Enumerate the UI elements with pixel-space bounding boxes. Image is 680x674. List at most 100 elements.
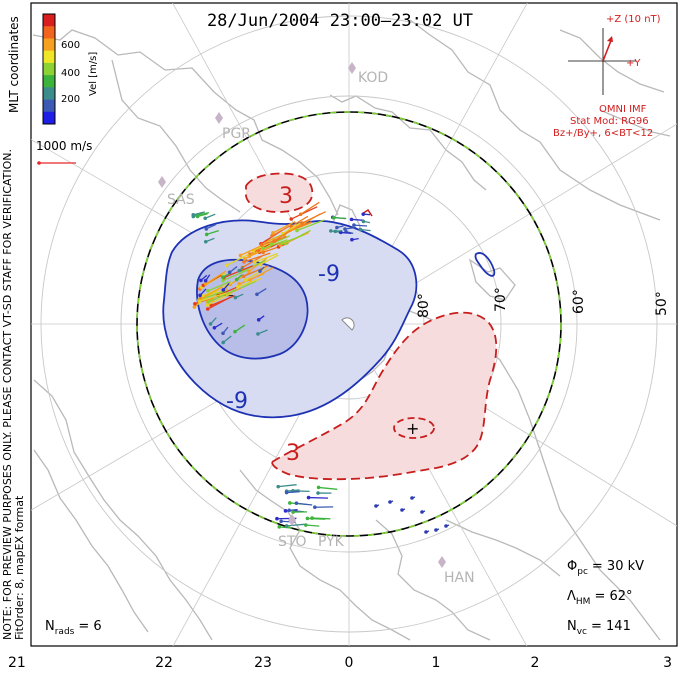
velocity-vector xyxy=(254,252,278,263)
velocity-vector-origin xyxy=(203,239,208,244)
velocity-vector-origin xyxy=(192,305,197,309)
side-note-1: NOTE: FOR PREVIEW PURPOSES ONLY. PLEASE … xyxy=(1,149,14,640)
velocity-vector-origin xyxy=(333,229,338,234)
velocity-vector xyxy=(234,324,246,333)
colorbar-segment xyxy=(43,26,55,39)
velocity-vector-origin xyxy=(227,270,232,275)
cell-min-marker: − xyxy=(223,288,235,304)
positive-potential-cell-small: 3 xyxy=(245,172,373,217)
velocity-vector xyxy=(208,288,237,303)
cell-max-marker: + xyxy=(406,419,419,438)
colorbar-tick-200: 200 xyxy=(61,94,80,105)
velocity-vector xyxy=(286,491,300,494)
colorbar-segment xyxy=(43,14,55,27)
velocity-vector-origin xyxy=(203,278,208,283)
velocity-vector-origin xyxy=(343,227,347,231)
radar-marker-pgr xyxy=(215,112,223,124)
negative-potential-cell: -9 -9 − xyxy=(162,219,418,419)
velocity-vector-origin xyxy=(206,300,211,304)
small-neg-loop xyxy=(474,252,496,277)
colorbar-segment xyxy=(43,75,55,88)
colorbar-tick-600: 600 xyxy=(61,40,80,51)
velocity-vector-origin xyxy=(221,278,225,283)
colorbar-segment xyxy=(43,87,55,100)
radar-label-pyk: PYK xyxy=(318,534,345,550)
velocity-vector xyxy=(308,496,329,499)
velocity-vector xyxy=(353,224,368,227)
velocity-vector-origin xyxy=(247,254,252,259)
velocity-vector-origin xyxy=(388,500,392,504)
velocity-vector xyxy=(296,502,313,506)
velocity-vector xyxy=(344,226,357,230)
velocity-vector xyxy=(351,218,364,221)
velocity-vector-origin xyxy=(298,212,303,217)
lat-label-70: 70° xyxy=(493,287,509,312)
velocity-vector-origin xyxy=(361,212,366,216)
colorbar-tick-400: 400 xyxy=(61,68,80,79)
velocity-vector-origin xyxy=(233,295,238,300)
velocity-vector xyxy=(279,526,292,529)
velocity-vector-origin xyxy=(410,496,414,500)
velocity-vector xyxy=(290,215,309,227)
colorbar-segment xyxy=(43,99,55,113)
velocity-vector-origin xyxy=(272,239,276,244)
velocity-vector xyxy=(292,490,310,493)
velocity-vector-origin xyxy=(313,505,317,510)
velocity-vector-origin xyxy=(287,508,292,513)
velocity-vector-origin xyxy=(279,519,283,524)
velocity-vector xyxy=(207,280,231,292)
velocity-vector-origin xyxy=(234,277,239,282)
velocity-vector-origin xyxy=(224,263,229,268)
velocity-vector xyxy=(244,248,263,260)
radar-label-kod: KOD xyxy=(358,70,388,86)
velocity-vector-origin xyxy=(270,234,274,238)
radar-label-han: HAN xyxy=(444,570,475,586)
colorbar-segment xyxy=(43,62,55,76)
velocity-vector xyxy=(260,254,279,266)
velocity-vector xyxy=(249,246,272,257)
positive-potential-cell: + 3 xyxy=(271,311,498,481)
velocity-vector xyxy=(281,234,305,244)
imf-dial: +Z (10 nT) +Y OMNI IMF Stat Mod: RG96 Bz… xyxy=(553,14,661,139)
velocity-vector xyxy=(307,517,326,520)
velocity-vector-origin xyxy=(276,484,281,489)
velocity-vector xyxy=(242,255,263,269)
velocity-vector xyxy=(282,222,301,235)
velocity-vector-origin xyxy=(300,221,304,225)
radar-marker-han xyxy=(438,556,446,568)
mlt-axis: 21 22 23 0 1 2 3 xyxy=(8,655,672,671)
velocity-vector-origin xyxy=(241,274,246,279)
velocity-vector-origin xyxy=(209,303,214,308)
velocity-vector xyxy=(204,213,216,219)
velocity-vector-origin xyxy=(221,340,225,345)
velocity-vector-origin xyxy=(191,213,196,217)
velocity-vector-origin xyxy=(288,501,292,505)
hm-boundary-dash xyxy=(136,111,562,537)
coord-label: MLT coordinates xyxy=(7,16,21,113)
velocity-vector-origin xyxy=(256,332,260,336)
velocity-vector-origin xyxy=(329,229,333,233)
velocity-vector xyxy=(238,272,265,285)
radar-label-pgr: PGR xyxy=(222,126,251,142)
velocity-vector-origin xyxy=(306,495,311,500)
velocity-vector-origin xyxy=(204,232,209,237)
velocity-vector xyxy=(243,252,271,263)
pole-marker xyxy=(341,317,355,331)
stat-phi: Φpc = 30 kV xyxy=(567,559,644,577)
velocity-vector-origin xyxy=(400,508,404,512)
velocity-vector-origin xyxy=(420,510,424,514)
velocity-vector-origin xyxy=(206,288,210,293)
pos-contour-label-2: 3 xyxy=(286,441,300,466)
velocity-vector xyxy=(301,211,326,224)
velocity-vector-origin xyxy=(208,322,213,326)
velocity-vector-origin xyxy=(199,278,203,283)
velocity-vector xyxy=(248,257,268,272)
mlt-tick-3: 3 xyxy=(663,655,672,671)
imf-title: OMNI IMF xyxy=(599,104,647,115)
velocity-vector-origin xyxy=(203,216,208,221)
velocity-vector-origin xyxy=(236,284,240,289)
radar-label-sto: STO xyxy=(278,534,306,550)
vector-scale-label: 1000 m/s xyxy=(36,139,92,153)
velocity-vector xyxy=(198,286,223,301)
velocity-vector xyxy=(241,259,266,272)
